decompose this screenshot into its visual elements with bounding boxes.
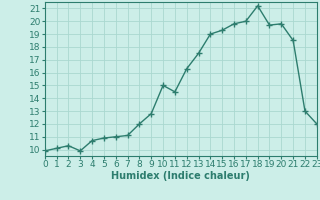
X-axis label: Humidex (Indice chaleur): Humidex (Indice chaleur) [111, 171, 250, 181]
